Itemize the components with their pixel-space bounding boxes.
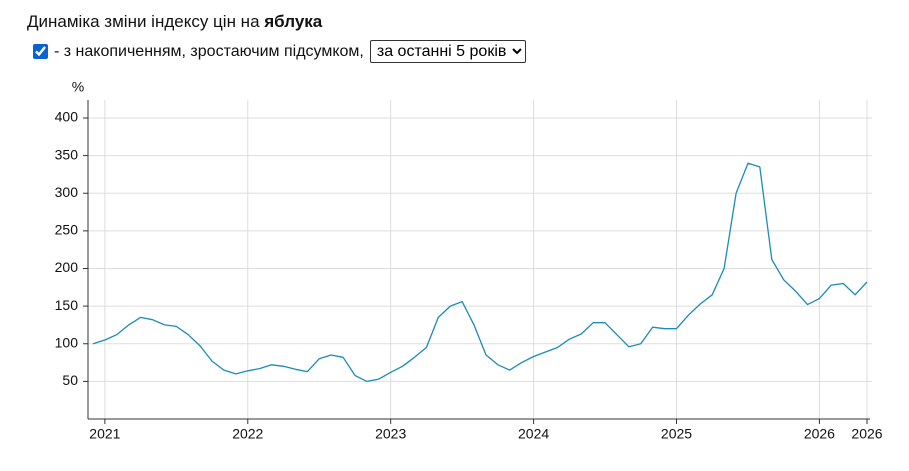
product: яблука [264, 12, 323, 31]
y-tick-label: 200 [55, 259, 79, 275]
data-line [92, 162, 868, 383]
y-axis-label: % [72, 79, 84, 95]
y-tick-label: 300 [55, 184, 79, 200]
x-tick-label: 2023 [375, 426, 406, 442]
controls: - з накопиченням, зростаючим підсумком, … [33, 40, 526, 63]
x-tick-label: 2025 [661, 426, 692, 442]
x-tick-label: 2021 [89, 426, 120, 442]
y-tick-label: 150 [55, 297, 79, 313]
x-tick-label: 2026 [851, 426, 882, 442]
y-tick-label: 50 [62, 372, 78, 388]
x-tick-label: 2026 [804, 426, 835, 442]
y-tick-label: 400 [55, 109, 79, 125]
y-tick-label: 250 [55, 222, 79, 238]
cumulative-checkbox[interactable] [33, 44, 48, 59]
y-tick-label: 100 [55, 334, 79, 350]
x-tick-label: 2022 [232, 426, 263, 442]
checkbox-label: - з накопиченням, зростаючим підсумком, [54, 42, 364, 60]
y-tick-label: 350 [55, 146, 79, 162]
header: Динаміка зміни індексу цін на яблука [27, 12, 322, 32]
period-select[interactable]: за останні 5 років [369, 40, 526, 63]
title: Динаміка зміни індексу цін на [27, 12, 260, 31]
x-tick-label: 2024 [518, 426, 549, 442]
